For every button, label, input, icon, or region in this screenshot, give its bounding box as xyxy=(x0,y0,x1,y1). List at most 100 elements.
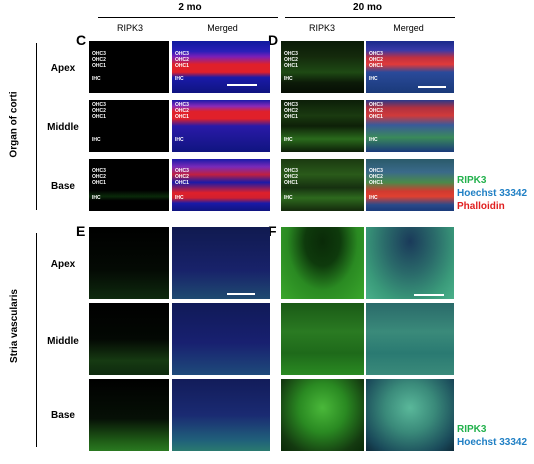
label-ohc2: OHC2 xyxy=(369,108,383,114)
col-header-merged-2mo: Merged xyxy=(207,23,238,33)
label-ohc2: OHC2 xyxy=(284,174,298,180)
label-ohc1: OHC1 xyxy=(284,180,298,186)
label-ihc: IHC xyxy=(92,76,101,82)
label-ohc3: OHC3 xyxy=(284,102,298,108)
label-ohc1: OHC1 xyxy=(284,114,298,120)
scale-bar xyxy=(418,86,446,88)
age-20mo: 20 mo xyxy=(353,2,382,13)
label-ohc1: OHC1 xyxy=(92,63,106,69)
scale-bar xyxy=(414,294,444,296)
micrograph-f-merged-middle xyxy=(366,303,454,375)
scale-bar xyxy=(227,293,255,295)
micrograph-d-ripk3-base: OHC3 OHC2 OHC1 IHC xyxy=(281,159,364,211)
col-header-ripk3-2mo: RIPK3 xyxy=(116,23,143,33)
label-ohc1: OHC1 xyxy=(369,180,383,186)
label-ihc: IHC xyxy=(92,137,101,143)
label-ohc1: OHC1 xyxy=(284,63,298,69)
label-ihc: IHC xyxy=(284,195,293,201)
label-ohc3: OHC3 xyxy=(369,168,383,174)
label-ihc: IHC xyxy=(369,76,378,82)
age-2mo: 2 mo xyxy=(178,2,202,13)
region-label-organ: Organ of corti xyxy=(8,91,20,158)
legend-ripk3-organ: RIPK3 xyxy=(457,175,487,186)
label-ohc3: OHC3 xyxy=(369,51,383,57)
micrograph-e-ripk3-apex xyxy=(89,227,169,299)
col-header-merged-20mo: Merged xyxy=(393,23,424,33)
stria-bracket xyxy=(36,233,37,447)
age-2mo-rule xyxy=(98,17,278,18)
label-ohc1: OHC1 xyxy=(175,63,189,69)
panel-label-e: E xyxy=(76,223,86,239)
row-label-middle-organ: Middle xyxy=(47,122,79,133)
label-ohc2: OHC2 xyxy=(284,57,298,63)
label-ihc: IHC xyxy=(175,76,184,82)
label-ihc: IHC xyxy=(175,137,184,143)
label-ohc1: OHC1 xyxy=(175,180,189,186)
micrograph-c-ripk3-apex: OHC3 OHC2 OHC1 IHC xyxy=(89,41,169,93)
label-ohc3: OHC3 xyxy=(92,168,106,174)
micrograph-f-merged-apex xyxy=(366,227,454,299)
row-label-middle-stria: Middle xyxy=(47,336,79,347)
micrograph-f-ripk3-apex xyxy=(281,227,364,299)
legend-hoechst-stria: Hoechst 33342 xyxy=(457,437,528,448)
label-ohc2: OHC2 xyxy=(92,108,106,114)
micrograph-e-ripk3-base xyxy=(89,379,169,451)
region-label-stria: Stria vascularis xyxy=(9,289,20,363)
row-label-base-stria: Base xyxy=(51,410,75,421)
scale-bar xyxy=(227,84,257,86)
micrograph-d-merged-middle: OHC3 OHC2 OHC1 IHC xyxy=(366,100,454,152)
micrograph-f-ripk3-middle xyxy=(281,303,364,375)
label-ohc2: OHC2 xyxy=(175,174,189,180)
organ-bracket xyxy=(36,43,37,210)
col-header-ripk3-20mo: RIPK3 xyxy=(308,23,335,33)
label-ohc1: OHC1 xyxy=(369,114,383,120)
micrograph-d-merged-apex: OHC3 OHC2 OHC1 IHC xyxy=(366,41,454,93)
label-ihc: IHC xyxy=(369,195,378,201)
label-ohc2: OHC2 xyxy=(175,57,189,63)
micrograph-e-ripk3-middle xyxy=(89,303,169,375)
label-ihc: IHC xyxy=(92,195,101,201)
micrograph-f-merged-base xyxy=(366,379,454,451)
panel-label-c: C xyxy=(76,32,87,48)
label-ohc2: OHC2 xyxy=(369,174,383,180)
micrograph-d-merged-base: OHC3 OHC2 OHC1 IHC xyxy=(366,159,454,211)
micrograph-c-ripk3-middle: OHC3 OHC2 OHC1 IHC xyxy=(89,100,169,152)
label-ihc: IHC xyxy=(284,137,293,143)
label-ihc: IHC xyxy=(284,76,293,82)
micrograph-c-merged-base: OHC3 OHC2 OHC1 IHC xyxy=(172,159,270,211)
micrograph-d-ripk3-apex: OHC3 OHC2 OHC1 IHC xyxy=(281,41,364,93)
micrograph-e-merged-base xyxy=(172,379,270,451)
micrograph-c-merged-apex: OHC3 OHC2 OHC1 IHC xyxy=(172,41,270,93)
label-ohc2: OHC2 xyxy=(92,57,106,63)
legend-hoechst-organ: Hoechst 33342 xyxy=(457,188,528,199)
label-ohc2: OHC2 xyxy=(175,108,189,114)
label-ohc1: OHC1 xyxy=(92,114,106,120)
label-ohc3: OHC3 xyxy=(92,51,106,57)
age-20mo-rule xyxy=(285,17,455,18)
micrograph-f-ripk3-base xyxy=(281,379,364,451)
label-ohc2: OHC2 xyxy=(284,108,298,114)
label-ohc3: OHC3 xyxy=(284,51,298,57)
label-ohc3: OHC3 xyxy=(175,51,189,57)
legend-phalloidin-organ: Phalloidin xyxy=(457,201,505,212)
label-ohc3: OHC3 xyxy=(92,102,106,108)
legend-ripk3-stria: RIPK3 xyxy=(457,424,487,435)
micrograph-e-merged-apex xyxy=(172,227,270,299)
row-label-apex-organ: Apex xyxy=(50,63,76,74)
micrograph-e-merged-middle xyxy=(172,303,270,375)
micrograph-d-ripk3-middle: OHC3 OHC2 OHC1 IHC xyxy=(281,100,364,152)
row-label-apex-stria: Apex xyxy=(50,259,76,270)
micrograph-c-merged-middle: OHC3 OHC2 OHC1 IHC xyxy=(172,100,270,152)
label-ohc1: OHC1 xyxy=(369,63,383,69)
row-label-base-organ: Base xyxy=(51,181,75,192)
label-ihc: IHC xyxy=(369,137,378,143)
label-ohc3: OHC3 xyxy=(175,102,189,108)
label-ohc3: OHC3 xyxy=(284,168,298,174)
label-ihc: IHC xyxy=(175,195,184,201)
label-ohc2: OHC2 xyxy=(92,174,106,180)
label-ohc1: OHC1 xyxy=(175,114,189,120)
label-ohc3: OHC3 xyxy=(175,168,189,174)
label-ohc1: OHC1 xyxy=(92,180,106,186)
panel-label-f: F xyxy=(268,223,277,239)
label-ohc3: OHC3 xyxy=(369,102,383,108)
